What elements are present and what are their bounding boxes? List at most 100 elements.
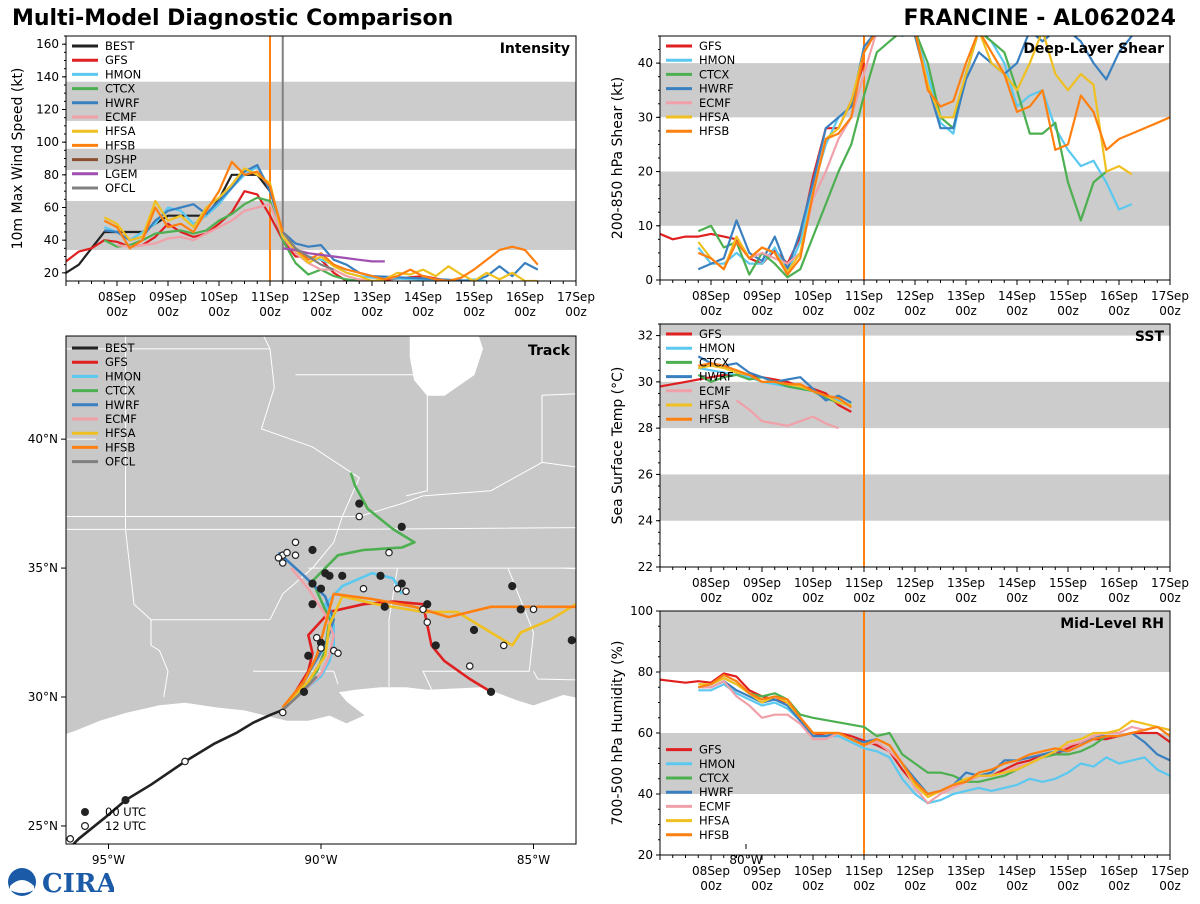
lat-tick-label: 25°N	[28, 819, 58, 833]
x-tick-hour: 00z	[1108, 879, 1130, 893]
y-axis-label: 700-500 hPa Humidity (%)	[610, 641, 626, 826]
border-line	[253, 670, 339, 685]
series-line-ctcx	[697, 36, 1108, 279]
lon-tick-label: 80°W	[729, 853, 762, 867]
x-tick-hour: 00z	[361, 305, 383, 319]
plot-frame	[659, 323, 1171, 568]
plot-area	[66, 36, 576, 281]
border-line	[66, 527, 576, 530]
y-tick-label: 30	[638, 110, 653, 124]
plot-area	[660, 324, 1170, 567]
track-panel: 95°W 90°W 85°W 80°W 25°N 30°N 35°N 40°N Track BES…	[0, 330, 763, 870]
x-tick-hour: 00z	[955, 591, 977, 605]
sst-chart: 22242628303208Sep00z09Sep00z10Sep00z11Se…	[610, 323, 1189, 605]
track-point-12utc	[419, 605, 427, 614]
x-tick-label: 12Sep	[896, 864, 934, 878]
track-point-00utc	[325, 571, 334, 580]
series-line-hmon	[697, 36, 1133, 273]
track-point-00utc	[299, 687, 309, 696]
x-tick-label: 13Sep	[947, 864, 985, 878]
y-tick-label: 160	[36, 37, 59, 51]
x-tick-label: 17Sep	[1151, 576, 1189, 590]
legend-label: ECMF	[699, 384, 731, 398]
legend-label: HWRF	[105, 398, 140, 412]
y-tick-label: 22	[638, 560, 653, 574]
x-tick-hour: 00z	[751, 879, 773, 893]
land-mass	[66, 336, 576, 735]
x-tick-label: 11Sep	[845, 576, 883, 590]
y-tick-label: 40	[638, 56, 653, 70]
y-tick-label: 20	[638, 165, 653, 179]
legend-label: OFCL	[105, 455, 136, 469]
x-tick-hour: 00z	[259, 305, 281, 319]
shear-chart: 01020304008Sep00z09Sep00z10Sep00z11Sep00…	[610, 35, 1189, 318]
x-tick-hour: 00z	[700, 591, 722, 605]
x-tick-label: 14Sep	[998, 289, 1036, 303]
track-point-12utc	[499, 641, 508, 650]
legend-label: HMON	[105, 67, 141, 81]
x-tick-label: 16Sep	[1100, 289, 1138, 303]
legend-label: HFSA	[699, 110, 730, 124]
track-point-00utc	[316, 584, 326, 593]
y-tick-label: 100	[630, 604, 653, 618]
x-tick-label: 08Sep	[692, 289, 730, 303]
shaded-band	[660, 63, 1170, 118]
intensity-chart: 2040608010012014016008Sep00z09Sep00z10Se…	[10, 35, 595, 319]
x-tick-hour: 00z	[310, 305, 332, 319]
legend-label: ECMF	[699, 799, 731, 813]
marker-legend-symbol	[80, 808, 89, 817]
x-tick-hour: 00z	[853, 304, 875, 318]
series-line-ecmf	[735, 399, 839, 430]
x-tick-hour: 00z	[157, 305, 179, 319]
series-line-hfsb	[697, 36, 1170, 276]
legend-label: BEST	[105, 341, 135, 355]
panel-title: Deep-Layer Shear	[1023, 41, 1164, 57]
border-line	[260, 336, 360, 620]
series-line-ctcx	[103, 196, 372, 281]
x-tick-label: 09Sep	[743, 576, 781, 590]
track-point-12utc	[291, 538, 300, 547]
legend-label: HWRF	[699, 370, 734, 384]
x-tick-label: 17Sep	[1151, 289, 1189, 303]
track-point-12utc	[283, 548, 291, 557]
intensity-panel: 20 40 60 80 100 120 140 160 08Sep 00z 09Sep 00z 10Se…	[0, 30, 595, 330]
track-point-12utc	[312, 633, 321, 642]
x-tick-hour: 00z	[514, 305, 536, 319]
shaded-band	[66, 148, 576, 170]
x-tick-label: 13Sep	[947, 576, 985, 590]
legend-label: HFSA	[105, 124, 136, 138]
track-point-12utc	[278, 708, 287, 717]
x-tick-label: 16Sep	[1100, 864, 1138, 878]
x-tick-label: 14Sep	[404, 290, 442, 304]
shear-panel: 0 10 20 30 40 08Sep 00z 09Sep 00z 10Sep 00z 11Sep 00…	[600, 30, 1200, 330]
track-point-00utc	[355, 499, 364, 508]
x-tick-hour: 00z	[463, 305, 485, 319]
shaded-band	[660, 324, 1170, 336]
legend-label: LGEM	[105, 167, 138, 181]
page-title: Multi-Model Diagnostic Comparison	[12, 6, 454, 31]
legend-label: GFS	[699, 743, 722, 757]
track-point-00utc	[567, 636, 576, 645]
x-tick-label: 10Sep	[794, 576, 832, 590]
shaded-band	[660, 611, 1170, 672]
x-tick-hour: 00z	[412, 305, 434, 319]
track-point-12utc	[278, 559, 287, 567]
y-axis-label: 10m Max Wind Speed (kt)	[10, 68, 26, 250]
x-tick-hour: 00z	[1057, 591, 1079, 605]
series-line-hfsa	[103, 167, 538, 281]
legend-label: HMON	[699, 757, 735, 771]
track-point-12utc	[317, 644, 325, 652]
x-tick-label: 11Sep	[845, 289, 883, 303]
y-axis-label: Sea Surface Temp (°C)	[610, 367, 626, 525]
x-tick-hour: 00z	[904, 304, 926, 318]
shaded-band	[66, 81, 576, 121]
x-tick-hour: 00z	[802, 591, 824, 605]
track-point-12utc	[66, 835, 75, 843]
y-tick-label: 80	[638, 665, 653, 679]
border-line	[401, 395, 543, 505]
lake-michigan	[409, 336, 484, 396]
plot-area	[660, 611, 1170, 855]
lon-tick-label: 95°W	[92, 853, 125, 867]
storm-title: FRANCINE - AL062024	[903, 6, 1176, 31]
x-tick-label: 15Sep	[455, 290, 493, 304]
